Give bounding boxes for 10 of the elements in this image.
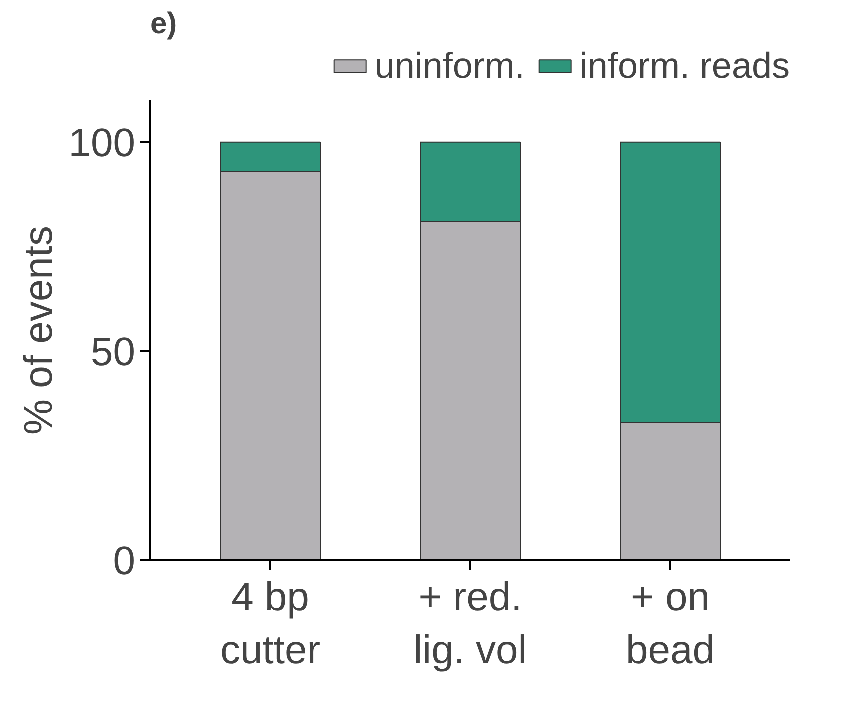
x-tick-label: + red. lig. vol — [414, 576, 528, 672]
y-tick-label: 100 — [68, 121, 136, 166]
chart-title: e) — [150, 8, 178, 40]
legend-label: uninform. — [374, 45, 525, 87]
y-tick-label: 50 — [91, 330, 136, 374]
y-axis-title: % of events — [16, 226, 61, 435]
x-tick-label: + on bead — [626, 576, 715, 672]
y-tick-label: 0 — [113, 540, 136, 584]
legend-label: inform. reads — [580, 45, 790, 87]
x-tick-label: 4 bp cutter — [220, 576, 321, 672]
